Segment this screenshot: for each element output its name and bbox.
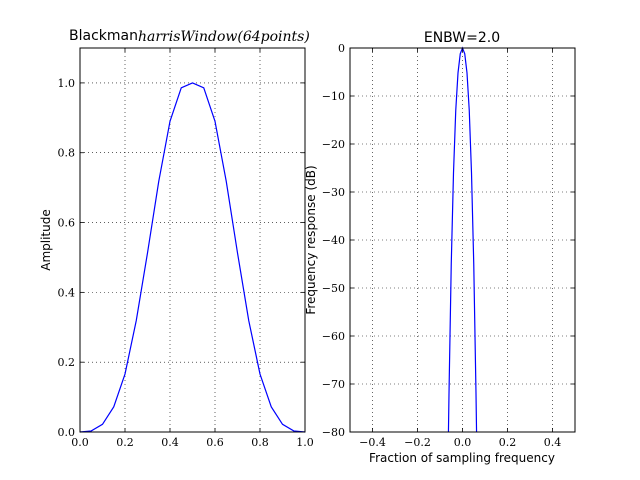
x-tick-label: 1.0 (296, 436, 314, 449)
y-tick-label: −80 (322, 426, 345, 439)
y-tick-label: −60 (322, 330, 345, 343)
y-tick-label: 0.4 (58, 286, 76, 299)
frequency-xlabel: Fraction of sampling frequency (369, 451, 555, 465)
frequency-xticks: −0.4 −0.2 0.0 0.2 0.4 (359, 48, 561, 449)
x-tick-label: 0.0 (71, 436, 89, 449)
frequency-grid (350, 47, 575, 433)
y-tick-label: 0 (338, 42, 345, 55)
x-tick-label: −0.4 (359, 436, 386, 449)
frequency-ylabel: Frequency response (dB) (304, 165, 318, 314)
x-tick-label: 0.6 (206, 436, 224, 449)
y-tick-label: 0.0 (58, 426, 76, 439)
x-tick-label: −0.2 (404, 436, 431, 449)
amplitude-chart: 0.0 0.2 0.4 0.6 0.8 1.0 0.0 0.2 0.4 0.6 0.8 1.0 Bl… (39, 28, 314, 449)
y-tick-label: 0.2 (58, 356, 76, 369)
amplitude-xticks: 0.0 0.2 0.4 0.6 0.8 1.0 (71, 48, 314, 449)
y-tick-label: 1.0 (58, 77, 76, 90)
window-curve (79, 82, 306, 433)
frequency-yticks: 0 −10 −20 −30 −40 −50 −60 −70 −80 (322, 42, 575, 439)
x-tick-label: 0.0 (454, 436, 472, 449)
amplitude-grid (79, 48, 306, 433)
frequency-response-chart: −0.4 −0.2 0.0 0.2 0.4 0 −10 −20 −30 −40 −50 −60 −70… (304, 30, 576, 465)
y-tick-label: 0.6 (58, 217, 76, 230)
y-tick-label: −40 (322, 234, 345, 247)
x-tick-label: 0.2 (499, 436, 517, 449)
amplitude-yticks: 0.0 0.2 0.4 0.6 0.8 1.0 (58, 77, 305, 439)
y-tick-label: −50 (322, 282, 345, 295)
amplitude-ylabel: Amplitude (39, 209, 53, 271)
y-tick-label: −20 (322, 138, 345, 151)
x-tick-label: 0.2 (116, 436, 134, 449)
y-tick-label: −10 (322, 90, 345, 103)
x-tick-label: 0.4 (161, 436, 179, 449)
y-tick-label: −30 (322, 186, 345, 199)
y-tick-label: −70 (322, 378, 345, 391)
x-tick-label: 0.8 (251, 436, 269, 449)
x-tick-label: 0.4 (544, 436, 562, 449)
enbw-title: ENBW=2.0 (424, 30, 500, 46)
window-chart-title: BlackmanharrisWindow(64points) (69, 28, 310, 45)
amplitude-frame (79, 47, 306, 433)
y-tick-label: 0.8 (58, 147, 76, 160)
